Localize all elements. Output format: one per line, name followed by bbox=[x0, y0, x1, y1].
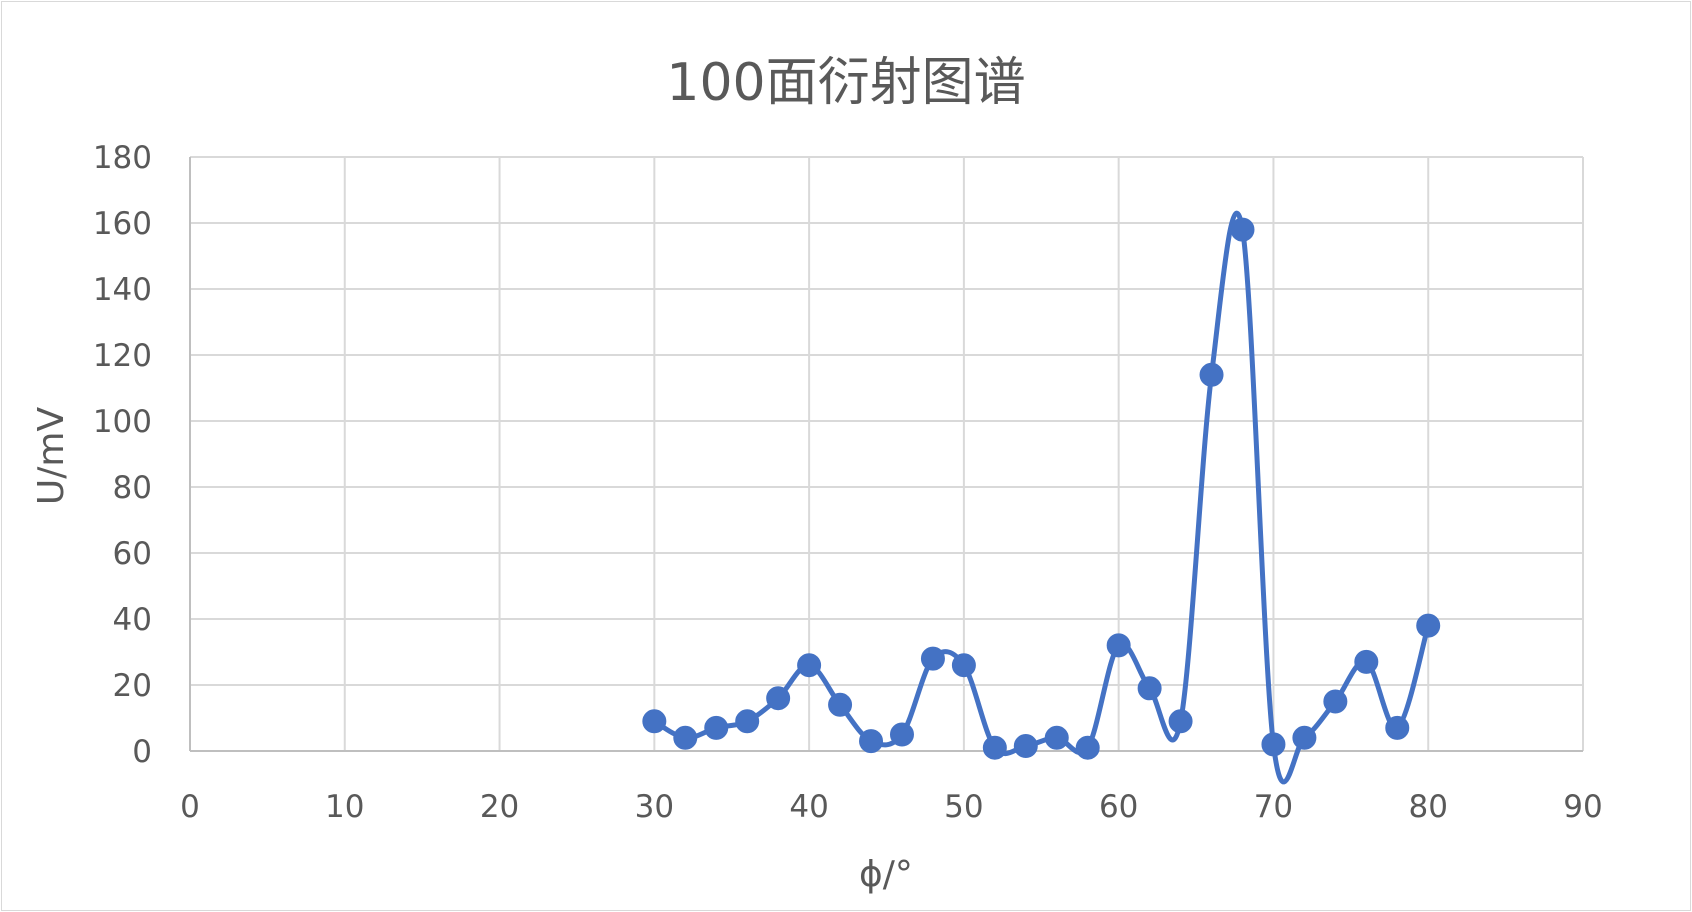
x-tick-label: 60 bbox=[1099, 789, 1138, 825]
data-point bbox=[1323, 689, 1348, 714]
chart-title: 100面衍射图谱 bbox=[666, 53, 1025, 113]
y-tick-label: 20 bbox=[113, 668, 152, 704]
data-point bbox=[1168, 709, 1193, 734]
data-point bbox=[797, 653, 822, 678]
x-tick-label: 90 bbox=[1563, 789, 1602, 825]
data-point bbox=[1230, 217, 1255, 242]
y-tick-label: 40 bbox=[113, 602, 152, 638]
y-tick-label: 60 bbox=[113, 536, 152, 572]
y-tick-label: 120 bbox=[93, 338, 152, 374]
y-tick-label: 0 bbox=[132, 734, 152, 770]
data-point bbox=[642, 709, 667, 734]
y-axis-label: U/mV bbox=[31, 407, 72, 506]
x-tick-label: 20 bbox=[480, 789, 519, 825]
x-tick-label: 0 bbox=[180, 789, 200, 825]
data-point bbox=[1137, 676, 1162, 701]
data-point bbox=[1292, 725, 1317, 750]
data-point bbox=[920, 646, 945, 671]
x-tick-label: 80 bbox=[1408, 789, 1447, 825]
data-point bbox=[704, 715, 729, 740]
data-point bbox=[1106, 633, 1131, 658]
data-point bbox=[828, 692, 853, 717]
data-point bbox=[1261, 732, 1286, 757]
x-tick-label: 40 bbox=[789, 789, 828, 825]
data-point bbox=[766, 686, 791, 711]
data-point bbox=[982, 735, 1007, 760]
data-point bbox=[1075, 735, 1100, 760]
x-tick-label: 70 bbox=[1254, 789, 1293, 825]
x-axis-label: ϕ/° bbox=[859, 854, 913, 895]
data-point bbox=[1013, 734, 1038, 759]
data-point bbox=[735, 709, 760, 734]
data-point bbox=[859, 729, 884, 754]
data-point bbox=[673, 725, 698, 750]
y-tick-label: 180 bbox=[93, 140, 152, 176]
data-point bbox=[1385, 715, 1410, 740]
y-tick-label: 140 bbox=[93, 272, 152, 308]
y-tick-label: 160 bbox=[93, 206, 152, 242]
data-point bbox=[1044, 725, 1069, 750]
data-point bbox=[1199, 362, 1224, 387]
data-point bbox=[951, 653, 976, 678]
data-point bbox=[1416, 613, 1441, 638]
data-point bbox=[889, 722, 914, 747]
x-tick-label: 10 bbox=[325, 789, 364, 825]
x-tick-label: 30 bbox=[635, 789, 674, 825]
y-tick-label: 80 bbox=[113, 470, 152, 506]
grid-lines bbox=[190, 156, 1584, 751]
data-point bbox=[1354, 649, 1379, 674]
tick-labels: 0 20 40 60 80 100 120 140 160 180 0 10 20 30 40 50 60 70 8… bbox=[93, 140, 1603, 825]
x-tick-label: 50 bbox=[944, 789, 983, 825]
series-layer bbox=[642, 210, 1441, 785]
y-tick-label: 100 bbox=[93, 404, 152, 440]
axes bbox=[189, 157, 1583, 752]
